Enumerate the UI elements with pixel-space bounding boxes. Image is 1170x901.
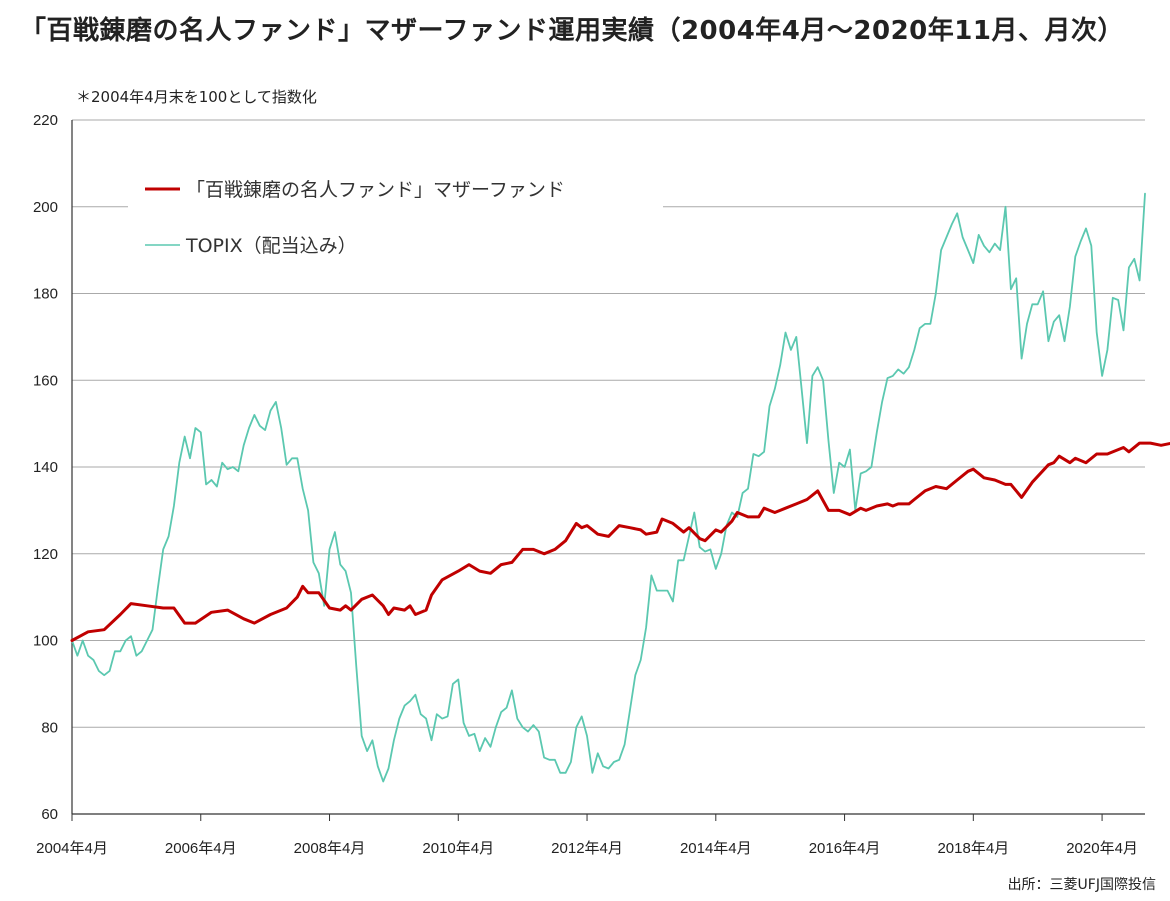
- legend-label-topix: TOPIX（配当込み）: [185, 235, 357, 257]
- index-note: ＊2004年4月末を100として指数化: [76, 88, 317, 106]
- legend-background: [128, 160, 663, 275]
- y-tick-label: 100: [33, 633, 58, 650]
- y-tick-label: 140: [33, 459, 58, 476]
- x-axis-ticks: 2004年4月 2006年4月 2008年4月 2010年4月 2012年4月 2014年…: [36, 814, 1138, 857]
- y-tick-label: 200: [33, 199, 58, 216]
- chart-title: 「百戦錬磨の名人ファンド」マザーファンド運用実績（2004年4月〜2020年11…: [20, 16, 1124, 46]
- series-lines: [70, 192, 1170, 783]
- legend: 「百戦錬磨の名人ファンド」マザーファンド TOPIX（配当込み）: [145, 179, 565, 257]
- legend-label-fund: 「百戦錬磨の名人ファンド」マザーファンド: [186, 179, 565, 201]
- y-tick-label: 220: [33, 112, 58, 129]
- x-tick-label: 2020年4月: [1066, 840, 1138, 857]
- x-tick-label: 2012年4月: [551, 840, 623, 857]
- y-axis-ticks: 60 80 100 120 140 160 180 200 220: [33, 112, 58, 823]
- y-tick-label: 160: [33, 372, 58, 389]
- y-tick-label: 120: [33, 546, 58, 563]
- x-tick-label: 2014年4月: [680, 840, 752, 857]
- y-tick-label: 80: [41, 719, 58, 736]
- y-tick-label: 180: [33, 286, 58, 303]
- x-tick-label: 2004年4月: [36, 840, 108, 857]
- x-tick-label: 2016年4月: [809, 840, 881, 857]
- x-tick-label: 2008年4月: [294, 840, 366, 857]
- source-note: 出所：三菱UFJ国際投信: [1007, 877, 1156, 893]
- fund-series-line: [70, 441, 1170, 642]
- y-tick-label: 60: [41, 806, 58, 823]
- x-tick-label: 2010年4月: [422, 840, 494, 857]
- topix-series-line: [71, 192, 1146, 783]
- x-tick-label: 2006年4月: [165, 840, 237, 857]
- x-tick-label: 2018年4月: [937, 840, 1009, 857]
